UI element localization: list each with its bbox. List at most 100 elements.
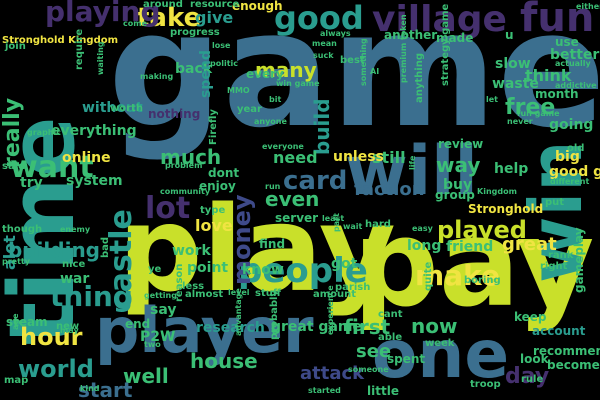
- word-age: age: [11, 313, 20, 330]
- word-map: map: [4, 375, 29, 386]
- word-group: group: [435, 188, 475, 202]
- word-playing: playing: [45, 0, 161, 28]
- word-know: know: [242, 262, 284, 278]
- word-stronghold-kingdom: Stronghold Kingdom: [2, 35, 119, 46]
- word-love: love: [195, 216, 233, 235]
- word-game: game: [108, 0, 600, 163]
- word-without: without: [82, 100, 143, 116]
- word-friend: friend: [446, 239, 494, 255]
- word-stronghold: Stronghold: [468, 202, 544, 216]
- word-win-game: win game: [276, 79, 320, 88]
- word-played: played: [437, 216, 527, 244]
- word-unless: unless: [333, 149, 384, 165]
- word-one: one: [372, 316, 510, 393]
- word-able: able: [378, 332, 403, 343]
- word-going: going: [549, 117, 594, 133]
- word-research: research: [196, 320, 265, 336]
- word-progress: progress: [170, 27, 220, 38]
- word-troop: troop: [470, 379, 501, 390]
- word-keep: keep: [514, 310, 547, 324]
- word-help: help: [494, 161, 529, 177]
- word-end: end: [125, 317, 151, 331]
- word-nice: nice: [62, 259, 86, 270]
- word-start: start: [78, 378, 133, 400]
- word-find: find: [259, 237, 286, 251]
- word-everything: everything: [51, 123, 137, 139]
- word-wait: wait: [343, 222, 363, 231]
- word-parish: parish: [335, 282, 371, 293]
- word-say: say: [150, 302, 177, 318]
- word-good: good: [274, 0, 364, 37]
- word-advantage: advantage: [234, 288, 243, 336]
- word-give: give: [195, 8, 234, 27]
- word-look: look: [520, 352, 549, 366]
- word-lot: lot: [145, 191, 191, 226]
- word-make: make: [415, 259, 500, 292]
- word-try: try: [20, 175, 43, 191]
- word-experience: experience: [326, 285, 335, 335]
- word-first: first: [344, 315, 391, 339]
- word-run: run: [265, 182, 281, 191]
- word-life: life: [408, 155, 417, 170]
- word-nothing: nothing: [148, 107, 201, 121]
- word-everyone: everyone: [262, 142, 304, 151]
- word-two: two: [144, 340, 161, 349]
- word-better: better: [550, 47, 600, 63]
- word-politic: politic: [210, 59, 239, 68]
- word-buy: buy: [443, 177, 473, 193]
- word-now: now: [411, 314, 458, 338]
- word-graphic: graphic: [27, 128, 61, 137]
- word-dont: dont: [208, 166, 240, 180]
- word-big: big: [555, 149, 580, 165]
- word-another: another: [384, 28, 438, 42]
- word-card: card: [283, 166, 348, 196]
- word-join: join: [5, 41, 26, 52]
- word-mean: mean: [312, 39, 337, 48]
- word-resource: resource: [190, 0, 240, 10]
- word-hard: hard: [365, 219, 391, 230]
- word-though: though: [2, 224, 43, 235]
- word-made: made: [436, 31, 474, 45]
- word-least: least: [322, 214, 345, 223]
- word-year: year: [237, 104, 262, 115]
- word-ai: AI: [370, 67, 380, 76]
- word-quite: quite: [423, 261, 434, 291]
- word-pretty: pretty: [2, 257, 30, 266]
- word-best: best: [340, 55, 365, 66]
- word-mmo: MMO: [227, 86, 250, 95]
- word-less: less: [182, 281, 205, 292]
- word-reason: reason: [174, 263, 185, 302]
- word-kind: kind: [80, 384, 100, 393]
- word-boring: boring: [464, 275, 501, 286]
- word-free: free: [505, 95, 556, 120]
- word-enemy: enemy: [60, 225, 91, 234]
- word-thing: thing: [50, 280, 133, 313]
- word-easy: easy: [412, 224, 433, 233]
- word-level: level: [228, 288, 250, 297]
- word-player: player: [95, 294, 314, 367]
- word-want: want: [10, 150, 94, 185]
- word-new: new: [56, 321, 80, 332]
- word-month: month: [535, 87, 579, 101]
- word-anyone: anyone: [254, 117, 287, 126]
- word-worth: worth: [110, 103, 143, 114]
- word-see: see: [356, 341, 392, 362]
- word-great: great: [502, 234, 557, 255]
- word-said: said: [2, 161, 26, 172]
- word-little: little: [367, 384, 399, 398]
- word-making: making: [140, 72, 174, 81]
- word-kingdom: Kingdom: [477, 187, 517, 196]
- word-require: require: [74, 28, 85, 70]
- word-system: system: [66, 173, 123, 189]
- word-steam: steam: [6, 315, 48, 329]
- word-got: got: [331, 256, 358, 272]
- word-type: type: [200, 205, 226, 216]
- word-problem: problem: [165, 161, 203, 170]
- word-week: week: [425, 338, 455, 349]
- word-lose: lose: [212, 41, 231, 50]
- word-addictive: addictive: [555, 81, 597, 90]
- word-attack: attack: [300, 363, 365, 384]
- word-community: community: [160, 187, 211, 196]
- word-come: come: [123, 19, 147, 28]
